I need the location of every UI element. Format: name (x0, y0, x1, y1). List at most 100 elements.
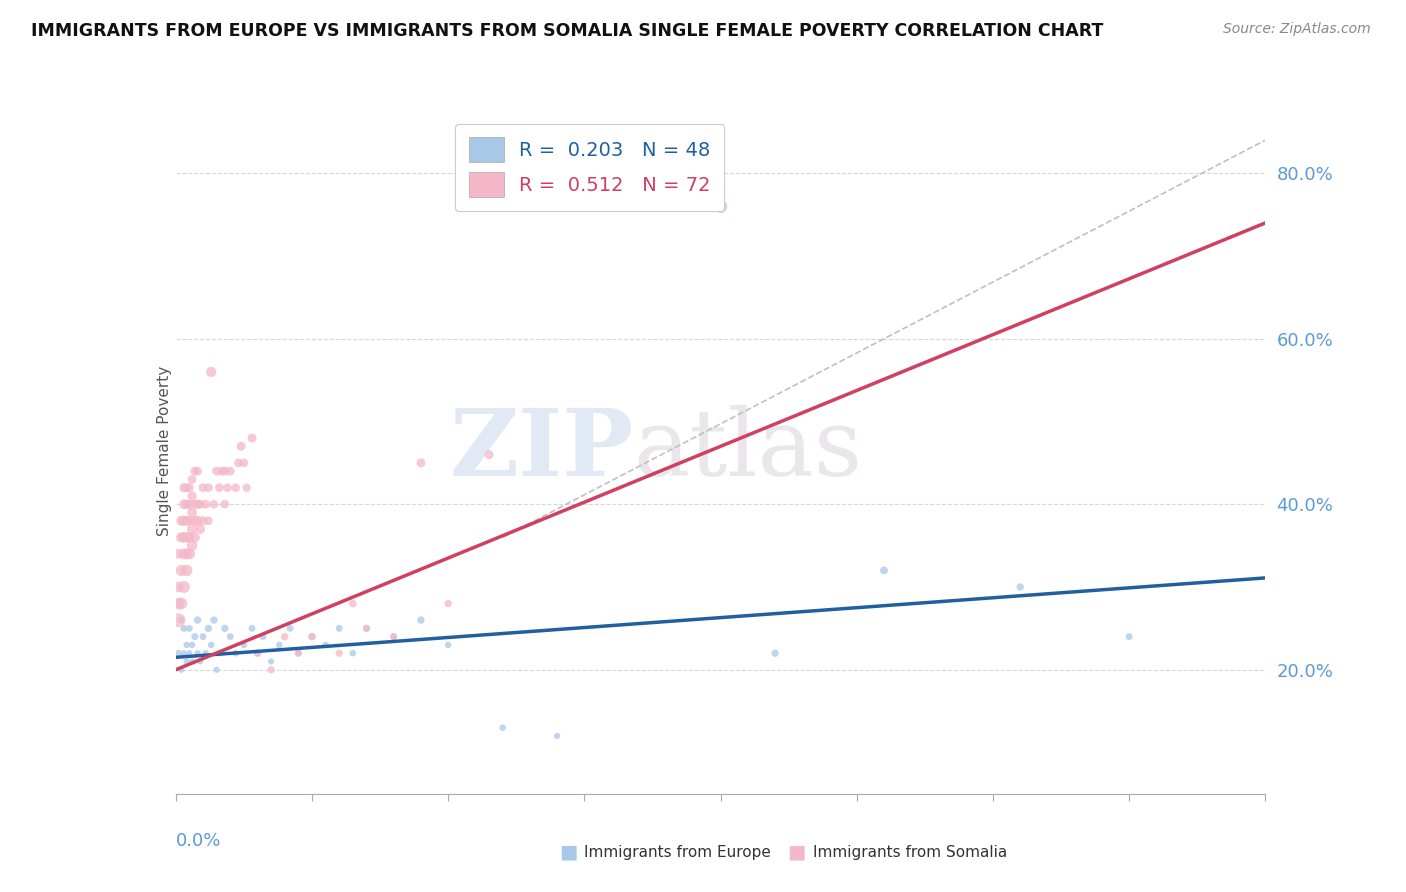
Point (246, 646, 269, 660)
Text: ■: ■ (787, 843, 806, 862)
Point (478, 448, 501, 462)
Point (184, 497, 207, 511)
Point (186, 613, 209, 627)
Point (181, 655, 204, 669)
Point (167, 646, 190, 660)
Point (492, 721, 515, 735)
Point (214, 464, 236, 478)
Point (179, 621, 201, 635)
Point (208, 646, 231, 660)
Point (184, 464, 207, 478)
Point (170, 514, 193, 528)
Point (191, 481, 214, 495)
Point (260, 655, 283, 669)
Point (197, 621, 219, 635)
Point (382, 630, 405, 644)
Point (173, 530, 195, 544)
Point (184, 530, 207, 544)
Point (173, 621, 195, 635)
Point (184, 514, 207, 528)
Point (240, 431, 263, 445)
Point (1010, 580, 1032, 594)
Point (176, 638, 198, 652)
Text: atlas: atlas (633, 406, 863, 495)
Point (186, 497, 209, 511)
Point (315, 638, 337, 652)
Point (179, 547, 201, 561)
Point (1118, 630, 1140, 644)
Point (181, 472, 204, 486)
Point (173, 547, 195, 561)
Point (176, 547, 198, 561)
Point (225, 481, 247, 495)
Point (214, 497, 236, 511)
Point (235, 481, 257, 495)
Point (181, 522, 204, 536)
Point (170, 613, 193, 627)
Point (301, 630, 323, 644)
Point (240, 621, 263, 635)
Point (181, 489, 204, 503)
Point (176, 530, 198, 544)
Point (342, 646, 364, 660)
Point (181, 539, 204, 553)
Point (437, 597, 460, 611)
Point (179, 646, 201, 660)
Point (170, 564, 193, 578)
Point (252, 630, 274, 644)
Point (197, 481, 219, 495)
Text: 0.0%: 0.0% (176, 831, 221, 850)
Point (328, 646, 350, 660)
Point (200, 638, 222, 652)
Point (356, 621, 378, 635)
Point (194, 497, 217, 511)
Point (232, 638, 254, 652)
Point (763, 646, 786, 660)
Point (181, 638, 204, 652)
Point (188, 522, 211, 536)
Point (873, 564, 896, 578)
Point (208, 481, 231, 495)
Point (342, 597, 364, 611)
Point (173, 580, 195, 594)
Point (176, 497, 198, 511)
Point (176, 514, 198, 528)
Point (176, 655, 198, 669)
Point (328, 621, 350, 635)
Point (437, 638, 460, 652)
Point (205, 464, 228, 478)
Point (179, 530, 201, 544)
Text: Immigrants from Somalia: Immigrants from Somalia (813, 845, 1008, 860)
Point (382, 630, 405, 644)
Point (214, 621, 236, 635)
Point (170, 530, 193, 544)
Point (409, 613, 432, 627)
Point (167, 547, 190, 561)
Point (197, 514, 219, 528)
Point (170, 663, 193, 677)
Point (170, 597, 193, 611)
Point (191, 630, 214, 644)
Text: IMMIGRANTS FROM EUROPE VS IMMIGRANTS FROM SOMALIA SINGLE FEMALE POVERTY CORRELAT: IMMIGRANTS FROM EUROPE VS IMMIGRANTS FRO… (31, 22, 1104, 40)
Point (186, 514, 209, 528)
Point (173, 481, 195, 495)
Point (191, 514, 214, 528)
Point (188, 497, 211, 511)
Y-axis label: Single Female Poverty: Single Female Poverty (157, 366, 172, 535)
Point (269, 638, 291, 652)
Point (228, 456, 250, 470)
Point (173, 514, 195, 528)
Point (409, 456, 432, 470)
Point (176, 564, 198, 578)
Point (710, 199, 733, 213)
Point (217, 481, 239, 495)
Point (202, 497, 225, 511)
Text: Source: ZipAtlas.com: Source: ZipAtlas.com (1223, 22, 1371, 37)
Point (176, 481, 198, 495)
Point (167, 580, 190, 594)
Point (219, 464, 242, 478)
Point (179, 497, 201, 511)
Point (202, 613, 225, 627)
Point (232, 456, 254, 470)
Point (546, 729, 568, 743)
